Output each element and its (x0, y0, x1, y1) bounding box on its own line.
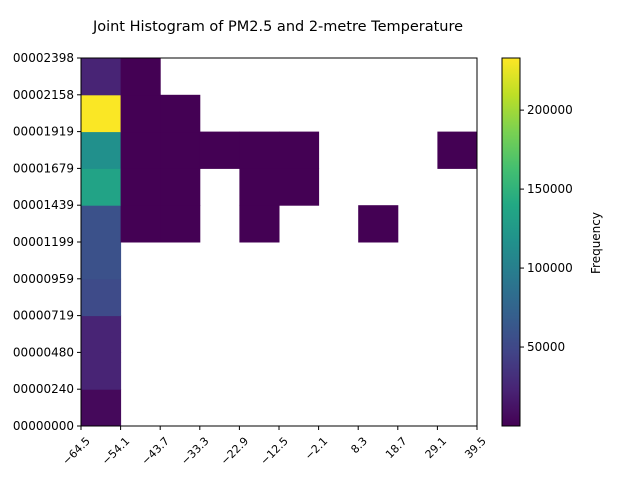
chart-title: Joint Histogram of PM2.5 and 2-metre Tem… (92, 19, 463, 35)
heatmap-cell (358, 205, 399, 243)
heatmap-cell (120, 131, 161, 169)
colorbar-tick-label: 100000 (527, 261, 573, 275)
heatmap-cell (160, 131, 201, 169)
heatmap-cell (81, 131, 122, 169)
heatmap-cell (199, 131, 240, 169)
x-tick-label: 39.5 (462, 435, 489, 462)
x-tick-label: −33.3 (179, 435, 212, 468)
x-tick-label: −64.5 (60, 435, 93, 468)
x-tick-label: −12.5 (258, 435, 291, 468)
heatmap-cell (81, 168, 122, 206)
colorbar (501, 57, 521, 427)
x-tick-label: −54.1 (99, 435, 132, 468)
y-tick-label: 00000480 (13, 345, 74, 359)
x-tick-label: 8.3 (348, 435, 370, 457)
y-tick-label: 00001439 (13, 198, 74, 212)
x-tick-label: −22.9 (218, 435, 251, 468)
heatmap-cell (81, 278, 122, 317)
colorbar-tick-label: 50000 (527, 340, 565, 354)
colorbar-tick-label: 200000 (527, 103, 573, 117)
y-tick-label: 00000959 (13, 272, 74, 286)
heatmap-cell (160, 168, 201, 206)
heatmap-cell (279, 131, 320, 169)
y-tick-label: 00002158 (13, 88, 74, 102)
colorbar-tick-label: 150000 (527, 182, 573, 196)
heatmap-cell (81, 94, 122, 133)
y-axis: 00000000 00000240 00000480 00000719 00000959… (13, 51, 81, 433)
heatmap-cell (437, 131, 478, 169)
heatmap-cell (279, 168, 320, 206)
heatmap-cell (81, 58, 122, 96)
x-axis: −64.5 −54.1 −43.7 −33.3 −22.9 −12.5 −2.1 8.3 18.… (60, 426, 489, 468)
x-tick-label: −43.7 (139, 435, 172, 468)
y-tick-label: 00001679 (13, 161, 74, 175)
heatmap-cell (239, 205, 280, 243)
y-tick-label: 00002398 (13, 51, 74, 65)
heatmap-cell (160, 205, 201, 243)
x-tick-label: 18.7 (383, 435, 410, 462)
heatmap-cell (160, 94, 201, 133)
y-tick-label: 00001199 (13, 235, 74, 249)
heatmap-cell (81, 389, 122, 427)
heatmap-cell (81, 315, 122, 353)
heatmap-cell (120, 58, 161, 96)
heatmap-cell (120, 168, 161, 206)
y-tick-label: 00001919 (13, 125, 74, 139)
x-tick-label: −2.1 (302, 435, 330, 463)
heatmap-cell (120, 94, 161, 133)
colorbar-ticks: 50000 100000 150000 200000 (520, 103, 573, 354)
heatmap-cells (81, 58, 478, 427)
heatmap-cell (239, 131, 280, 169)
colorbar-label: Frequency (589, 212, 603, 274)
y-tick-label: 00000719 (13, 309, 74, 323)
x-tick-label: 29.1 (423, 435, 450, 462)
y-tick-label: 00000000 (13, 419, 74, 433)
heatmap-cell (81, 205, 122, 243)
heatmap-cell (81, 242, 122, 280)
y-tick-label: 00000240 (13, 382, 74, 396)
heatmap-cell (81, 352, 122, 390)
heatmap-cell (120, 205, 161, 243)
heatmap-cell (239, 168, 280, 206)
